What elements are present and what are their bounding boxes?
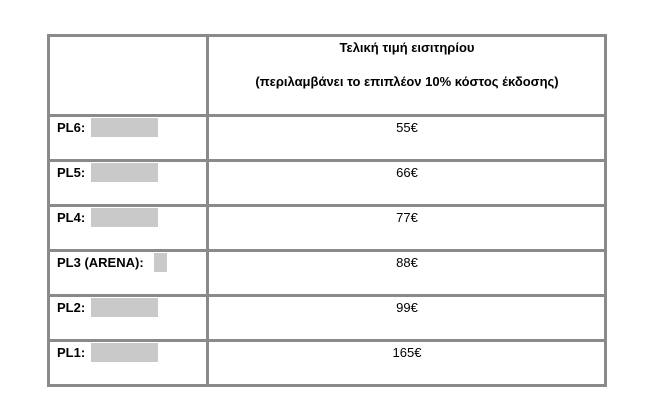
- price: 77€: [396, 210, 418, 225]
- redaction: [91, 298, 158, 317]
- row-label: PL6:: [57, 120, 86, 135]
- row-border: [47, 249, 607, 252]
- price: 55€: [396, 120, 418, 135]
- price: 88€: [396, 255, 418, 270]
- price: 165€: [392, 345, 422, 360]
- row-border: [47, 339, 607, 342]
- price: 99€: [396, 300, 418, 315]
- row-label: PL1:: [57, 345, 86, 360]
- row-border: [47, 294, 607, 297]
- redaction: [91, 343, 158, 362]
- border: [47, 34, 607, 37]
- row-label: PL4:: [57, 210, 86, 225]
- row-border: [47, 159, 607, 162]
- header-line: (περιλαμβάνει το επιπλέον 10% κόστος έκδ…: [255, 74, 559, 89]
- border: [206, 34, 209, 387]
- header-line: Τελική τιμή εισιτηρίου: [339, 40, 475, 55]
- price: 66€: [396, 165, 418, 180]
- redaction: [91, 163, 158, 182]
- row-border: [47, 204, 607, 207]
- row-border: [47, 114, 607, 117]
- border: [47, 384, 607, 387]
- redaction: [91, 208, 158, 227]
- row-label: PL5:: [57, 165, 86, 180]
- redaction: [91, 118, 158, 137]
- border: [604, 34, 607, 387]
- border: [47, 34, 50, 387]
- row-label: PL2:: [57, 300, 86, 315]
- redaction: [154, 253, 167, 272]
- row-label: PL3 (ARENA):: [57, 255, 144, 270]
